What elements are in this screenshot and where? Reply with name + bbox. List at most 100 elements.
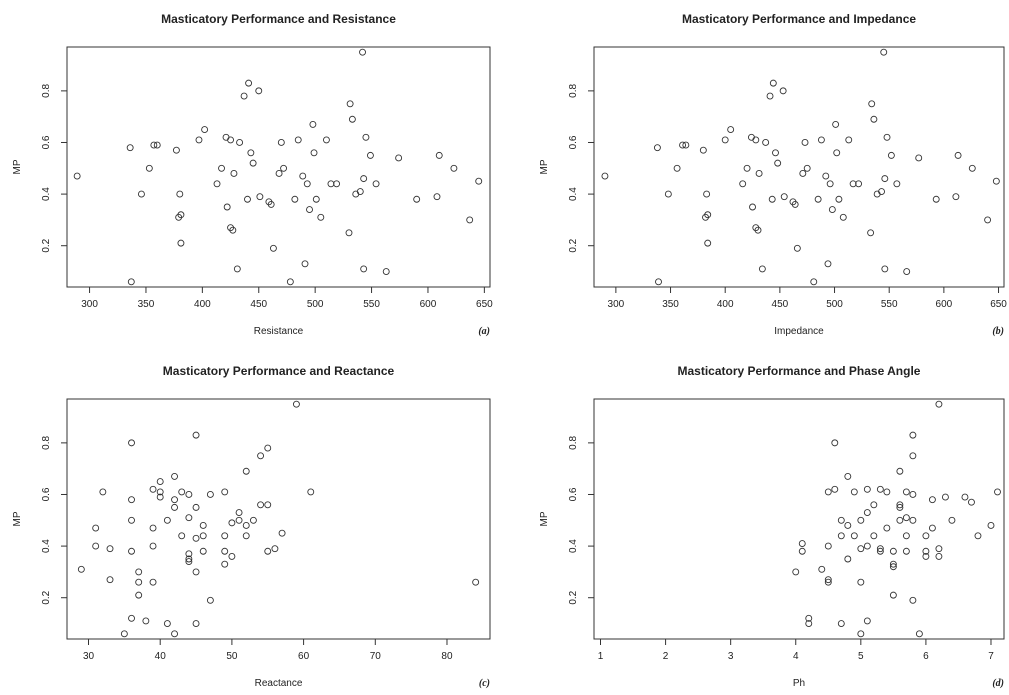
data-point [994,488,1001,496]
data-point [824,542,832,550]
data-point [322,136,330,144]
data-point [309,120,317,128]
data-point [249,516,257,524]
data-point [727,126,735,134]
data-point [863,617,871,625]
y-tick-label: 0.6 [568,487,579,501]
x-tick-label: 450 [772,299,789,310]
data-point [889,563,897,571]
data-point [156,478,164,486]
data-point [902,514,910,522]
plot-frame [593,46,1005,288]
data-point [106,576,114,584]
data-point [233,265,241,273]
x-tick-label: 500 [826,299,843,310]
data-point [171,630,178,638]
data-point [264,444,272,452]
data-point [348,115,356,123]
data-point [221,532,229,540]
data-point [433,193,441,201]
data-point [176,190,184,198]
data-point [743,164,751,172]
data-point [880,48,888,56]
data-point [244,195,251,203]
y-tick-label: 0.4 [568,187,579,201]
x-axis-label: Resistance [254,326,304,337]
data-point [106,545,114,553]
y-tick-label: 0.4 [41,539,52,553]
data-point [799,170,807,177]
data-point [192,534,200,542]
data-point [817,136,825,144]
data-point [699,146,707,154]
data-point [163,620,171,627]
data-point [229,226,237,234]
data-point [870,532,878,540]
data-point [857,630,865,638]
data-point [870,115,878,123]
data-point [267,200,275,208]
data-point [932,195,940,203]
data-point [221,547,229,555]
data-point [857,516,865,524]
y-tick-label: 0.8 [568,435,579,449]
data-point [952,193,960,201]
data-point [128,614,135,622]
data-point [275,170,283,177]
data-point [77,565,85,573]
x-tick-label: 450 [250,299,267,310]
x-tick-label: 1 [598,651,604,662]
data-point [382,268,390,275]
data-point [294,136,302,144]
data-point [178,532,186,540]
data-point [863,542,871,550]
data-point [876,545,884,553]
data-point [844,555,852,563]
chart-title: Masticatory Performance and Reactance [163,364,395,378]
data-point [915,154,923,162]
data-point [235,516,243,524]
data-point [269,244,277,252]
data-point [475,177,483,185]
data-point [223,203,231,211]
data-point [850,488,858,496]
data-point [704,211,712,219]
data-point [844,522,852,529]
data-point [99,488,107,496]
data-point [682,141,690,149]
data-point [889,591,897,599]
data-point [867,229,875,237]
data-point [242,467,250,475]
data-point [128,496,135,504]
data-point [199,522,207,529]
data-point [768,195,776,203]
chart-panel-b: Masticatory Performance and Impedance Im… [539,12,1007,337]
x-tick-label: 550 [881,299,898,310]
x-tick-label: 550 [363,299,380,310]
data-point [185,491,193,498]
data-point [863,485,871,493]
data-point [850,532,858,540]
data-point [857,578,865,586]
data-point [868,100,876,108]
data-point [881,175,889,183]
data-point [822,172,830,180]
panel-tag: (c) [479,678,490,689]
data-point [883,524,891,532]
data-point [909,452,917,460]
data-point [395,154,403,162]
data-point [845,136,853,144]
data-point [240,92,248,100]
data-point [264,501,272,509]
y-tick-label: 0.4 [41,187,52,201]
data-point [185,550,193,558]
data-point [935,545,943,553]
data-point [810,278,818,286]
data-point [762,139,770,146]
data-point [832,120,840,128]
x-axis-label: Ph [793,678,805,689]
data-point [703,190,711,198]
data-point [177,239,185,247]
data-point [948,516,956,524]
data-point [909,491,917,498]
